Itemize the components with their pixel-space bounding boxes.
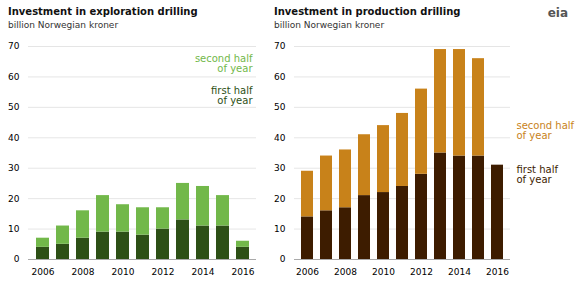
svg-text:2010: 2010 <box>372 267 395 277</box>
svg-text:40: 40 <box>274 133 286 143</box>
svg-text:2014: 2014 <box>192 267 215 277</box>
svg-text:first halfof year: first halfof year <box>517 164 559 185</box>
svg-text:30: 30 <box>8 163 20 173</box>
html-text:eia: eia <box>547 6 568 20</box>
svg-text:second halfof year: second halfof year <box>517 120 575 141</box>
svg-text:60: 60 <box>8 72 20 82</box>
svg-text:second halfof year: second halfof year <box>195 53 253 74</box>
html-text:Investment in exploration dril: Investment in exploration drilling <box>8 6 198 17</box>
svg-text:2008: 2008 <box>72 267 95 277</box>
svg-text:2016: 2016 <box>486 267 509 277</box>
svg-text:70: 70 <box>274 41 286 51</box>
svg-text:2010: 2010 <box>112 267 135 277</box>
svg-text:50: 50 <box>274 102 286 112</box>
html-text:billion Norwegian kroner: billion Norwegian kroner <box>8 20 119 30</box>
svg-text:20: 20 <box>274 194 286 204</box>
svg-text:0: 0 <box>14 254 20 264</box>
svg-text:2012: 2012 <box>152 267 175 277</box>
svg-text:10: 10 <box>274 224 286 234</box>
svg-text:50: 50 <box>8 102 20 112</box>
svg-text:30: 30 <box>274 163 286 173</box>
svg-text:60: 60 <box>274 72 286 82</box>
svg-text:first halfof year: first halfof year <box>211 85 253 106</box>
svg-text:2008: 2008 <box>334 267 357 277</box>
svg-text:2014: 2014 <box>448 267 471 277</box>
svg-text:2016: 2016 <box>232 267 255 277</box>
svg-text:2012: 2012 <box>410 267 433 277</box>
svg-text:70: 70 <box>8 41 20 51</box>
svg-text:20: 20 <box>8 194 20 204</box>
svg-text:2006: 2006 <box>32 267 55 277</box>
html-text:billion Norwegian kroner: billion Norwegian kroner <box>274 20 385 30</box>
svg-text:10: 10 <box>8 224 20 234</box>
svg-text:40: 40 <box>8 133 20 143</box>
svg-text:0: 0 <box>280 254 286 264</box>
svg-text:2006: 2006 <box>296 267 319 277</box>
html-text:Investment in production drill: Investment in production drilling <box>274 6 461 17</box>
